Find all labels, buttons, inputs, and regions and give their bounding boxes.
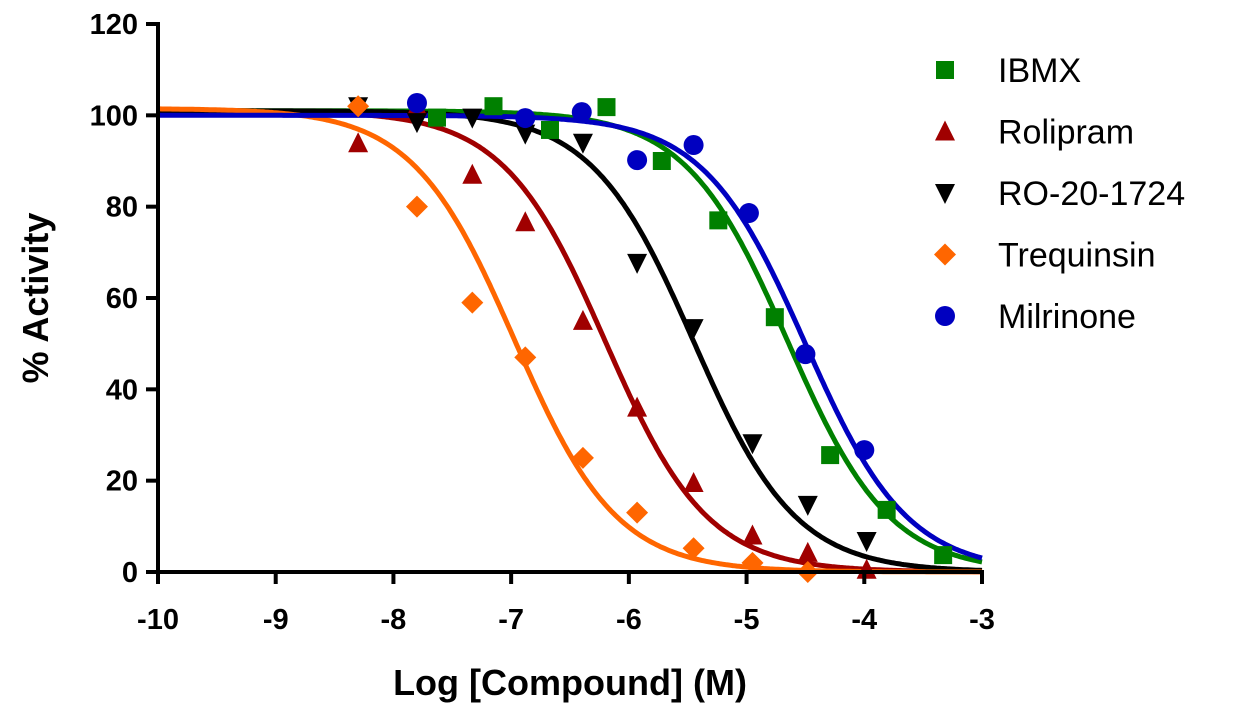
y-tick-label: 60 xyxy=(106,283,138,315)
data-points xyxy=(347,93,953,583)
data-point-ibmx xyxy=(934,546,953,565)
fit-curve-ro-20-1724 xyxy=(158,108,983,573)
y-axis-label: % Activity xyxy=(15,213,56,384)
data-point-milrinone xyxy=(406,93,427,114)
data-point-ro-20-1724 xyxy=(572,133,593,154)
legend-marker-rolipram xyxy=(935,120,955,141)
data-point-trequinsin xyxy=(347,95,370,118)
y-tick-label: 80 xyxy=(106,192,138,224)
data-point-ibmx xyxy=(427,108,446,127)
x-tick-label: -5 xyxy=(734,604,760,636)
data-point-ro-20-1724 xyxy=(856,531,877,552)
data-point-rolipram xyxy=(572,309,593,330)
legend: IBMX Rolipram RO-20-1724 Trequinsin Milrinon… xyxy=(934,52,1185,336)
legend-marker-milrinone xyxy=(935,306,955,326)
data-point-ibmx xyxy=(540,120,559,139)
x-tick-label: -4 xyxy=(851,604,877,636)
y-tick-label: 40 xyxy=(106,374,138,406)
axes: 0 20 40 60 80 100 120 -10 -9 -8 -7 -6 -5 -4 -3 xyxy=(90,9,995,636)
data-point-milrinone xyxy=(571,102,592,123)
data-point-ibmx xyxy=(765,308,784,327)
data-point-ibmx xyxy=(652,152,671,170)
fit-curve-trequinsin xyxy=(158,106,983,575)
fit-curves xyxy=(158,106,983,575)
data-point-rolipram xyxy=(348,132,369,153)
y-tick-label: 20 xyxy=(106,466,138,498)
data-point-trequinsin xyxy=(626,501,649,524)
x-tick-label: -9 xyxy=(263,604,289,636)
legend-label-trequinsin: Trequinsin xyxy=(998,237,1155,275)
fit-curve-ibmx xyxy=(158,108,983,565)
data-point-ibmx xyxy=(877,500,896,519)
legend-label-rolipram: Rolipram xyxy=(998,114,1134,152)
data-point-milrinone xyxy=(683,135,704,156)
x-tick-label: -3 xyxy=(969,604,995,636)
data-point-ibmx xyxy=(709,211,728,230)
x-tick-label: -10 xyxy=(137,604,179,636)
data-point-milrinone xyxy=(515,108,536,129)
data-point-trequinsin xyxy=(405,195,428,218)
data-point-trequinsin xyxy=(461,291,484,314)
data-point-ibmx xyxy=(597,98,616,117)
y-tick-label: 100 xyxy=(90,100,138,132)
data-point-ro-20-1724 xyxy=(627,253,648,274)
x-tick-label: -8 xyxy=(381,604,407,636)
legend-marker-ro-20-1724 xyxy=(935,184,955,204)
data-point-ro-20-1724 xyxy=(462,108,483,129)
data-point-ro-20-1724 xyxy=(797,495,818,516)
data-point-trequinsin xyxy=(682,537,705,560)
data-point-ro-20-1724 xyxy=(406,113,427,134)
y-tick-label: 0 xyxy=(122,557,138,589)
data-point-milrinone xyxy=(854,440,875,461)
data-point-ro-20-1724 xyxy=(515,124,536,145)
x-axis-label: Log [Compound] (M) xyxy=(393,662,747,703)
data-point-ro-20-1724 xyxy=(683,319,704,340)
data-point-rolipram xyxy=(515,211,536,232)
x-tick-label: -6 xyxy=(616,604,642,636)
legend-label-ibmx: IBMX xyxy=(998,52,1081,90)
data-point-trequinsin xyxy=(741,551,764,574)
data-point-milrinone xyxy=(627,150,648,171)
data-point-ibmx xyxy=(484,97,503,116)
data-point-trequinsin xyxy=(571,446,594,469)
data-point-rolipram xyxy=(797,541,818,562)
data-point-trequinsin xyxy=(514,346,537,369)
fit-curve-rolipram xyxy=(158,108,982,575)
legend-label-milrinone: Milrinone xyxy=(998,298,1136,336)
x-tick-label: -7 xyxy=(498,604,524,636)
data-point-rolipram xyxy=(627,396,648,417)
data-point-milrinone xyxy=(795,344,816,365)
data-point-ro-20-1724 xyxy=(742,434,763,455)
data-point-rolipram xyxy=(683,471,704,492)
data-point-ibmx xyxy=(821,446,840,465)
legend-label-ro-20-1724: RO-20-1724 xyxy=(998,175,1185,213)
legend-marker-trequinsin xyxy=(934,243,956,266)
data-point-rolipram xyxy=(742,524,763,545)
legend-marker-ibmx xyxy=(936,61,954,79)
fit-curve-milrinone xyxy=(158,112,983,561)
y-tick-label: 120 xyxy=(90,9,138,41)
data-point-milrinone xyxy=(738,203,759,224)
data-point-rolipram xyxy=(462,163,483,184)
